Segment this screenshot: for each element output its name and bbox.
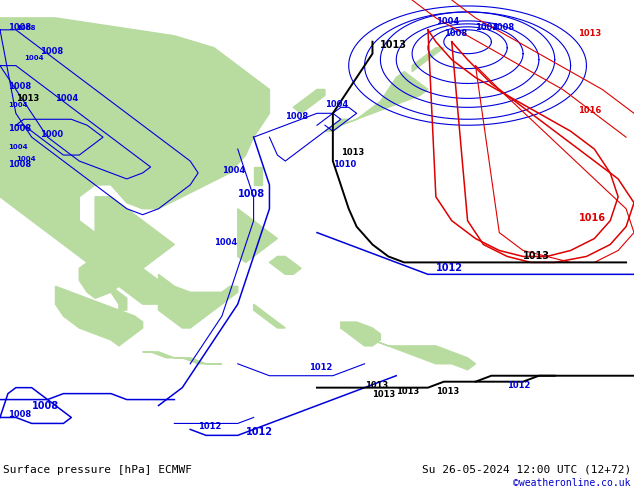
Text: 1013: 1013 [365, 381, 388, 390]
Text: 1000: 1000 [39, 130, 63, 139]
Polygon shape [341, 322, 380, 346]
Polygon shape [325, 119, 349, 131]
Text: 1004: 1004 [16, 156, 36, 162]
Text: 1008: 1008 [8, 124, 31, 133]
Polygon shape [238, 209, 278, 263]
Text: 1008: 1008 [285, 112, 308, 122]
Text: 1004: 1004 [8, 102, 27, 108]
Text: 1016: 1016 [579, 213, 605, 222]
Polygon shape [293, 90, 325, 113]
Text: 1012: 1012 [198, 422, 221, 431]
Text: 1013: 1013 [436, 387, 459, 395]
Polygon shape [0, 0, 285, 370]
Text: 1008: 1008 [8, 23, 31, 32]
Text: 1004: 1004 [56, 95, 79, 103]
Polygon shape [143, 352, 222, 364]
Text: 1013: 1013 [523, 251, 550, 262]
Polygon shape [158, 274, 238, 328]
Text: 1010: 1010 [333, 160, 356, 169]
Text: 1012: 1012 [436, 263, 463, 273]
Text: 1008: 1008 [444, 29, 467, 38]
Polygon shape [269, 256, 301, 274]
Text: 1004: 1004 [8, 144, 27, 150]
Text: 1004: 1004 [436, 17, 459, 26]
Polygon shape [95, 280, 127, 310]
Text: 1008: 1008 [16, 25, 36, 31]
Text: ©weatheronline.co.uk: ©weatheronline.co.uk [514, 478, 631, 488]
Polygon shape [0, 18, 269, 304]
Polygon shape [56, 286, 143, 346]
Text: 1008: 1008 [39, 47, 63, 56]
Text: 1004: 1004 [23, 55, 43, 61]
Text: Surface pressure [hPa] ECMWF: Surface pressure [hPa] ECMWF [3, 465, 192, 475]
Text: 1013: 1013 [341, 148, 364, 157]
Text: 1008: 1008 [8, 82, 31, 92]
Text: 1008: 1008 [238, 189, 265, 199]
Text: 1016: 1016 [579, 106, 602, 115]
Polygon shape [254, 304, 285, 328]
Polygon shape [412, 48, 444, 72]
Text: Su 26-05-2024 12:00 UTC (12+72): Su 26-05-2024 12:00 UTC (12+72) [422, 465, 631, 475]
Text: 1008: 1008 [32, 400, 59, 411]
Polygon shape [254, 167, 261, 185]
Text: 1004: 1004 [476, 23, 499, 32]
Text: 1004: 1004 [214, 238, 237, 246]
Text: 1004: 1004 [222, 166, 245, 175]
Text: 1013: 1013 [579, 29, 602, 38]
Text: 1012: 1012 [245, 427, 273, 438]
Text: 1008: 1008 [8, 411, 31, 419]
Text: 1012: 1012 [309, 363, 332, 372]
Polygon shape [79, 197, 174, 298]
Polygon shape [0, 0, 301, 376]
Text: 1008: 1008 [8, 160, 31, 169]
Text: 1013: 1013 [396, 387, 420, 395]
Text: 1013: 1013 [16, 95, 39, 103]
Text: 1013: 1013 [372, 390, 396, 398]
Text: 1008: 1008 [491, 23, 514, 32]
Polygon shape [341, 328, 476, 370]
Polygon shape [333, 72, 428, 131]
Text: 1004: 1004 [325, 100, 348, 109]
Text: 1012: 1012 [507, 381, 531, 390]
Text: 1013: 1013 [380, 40, 408, 49]
